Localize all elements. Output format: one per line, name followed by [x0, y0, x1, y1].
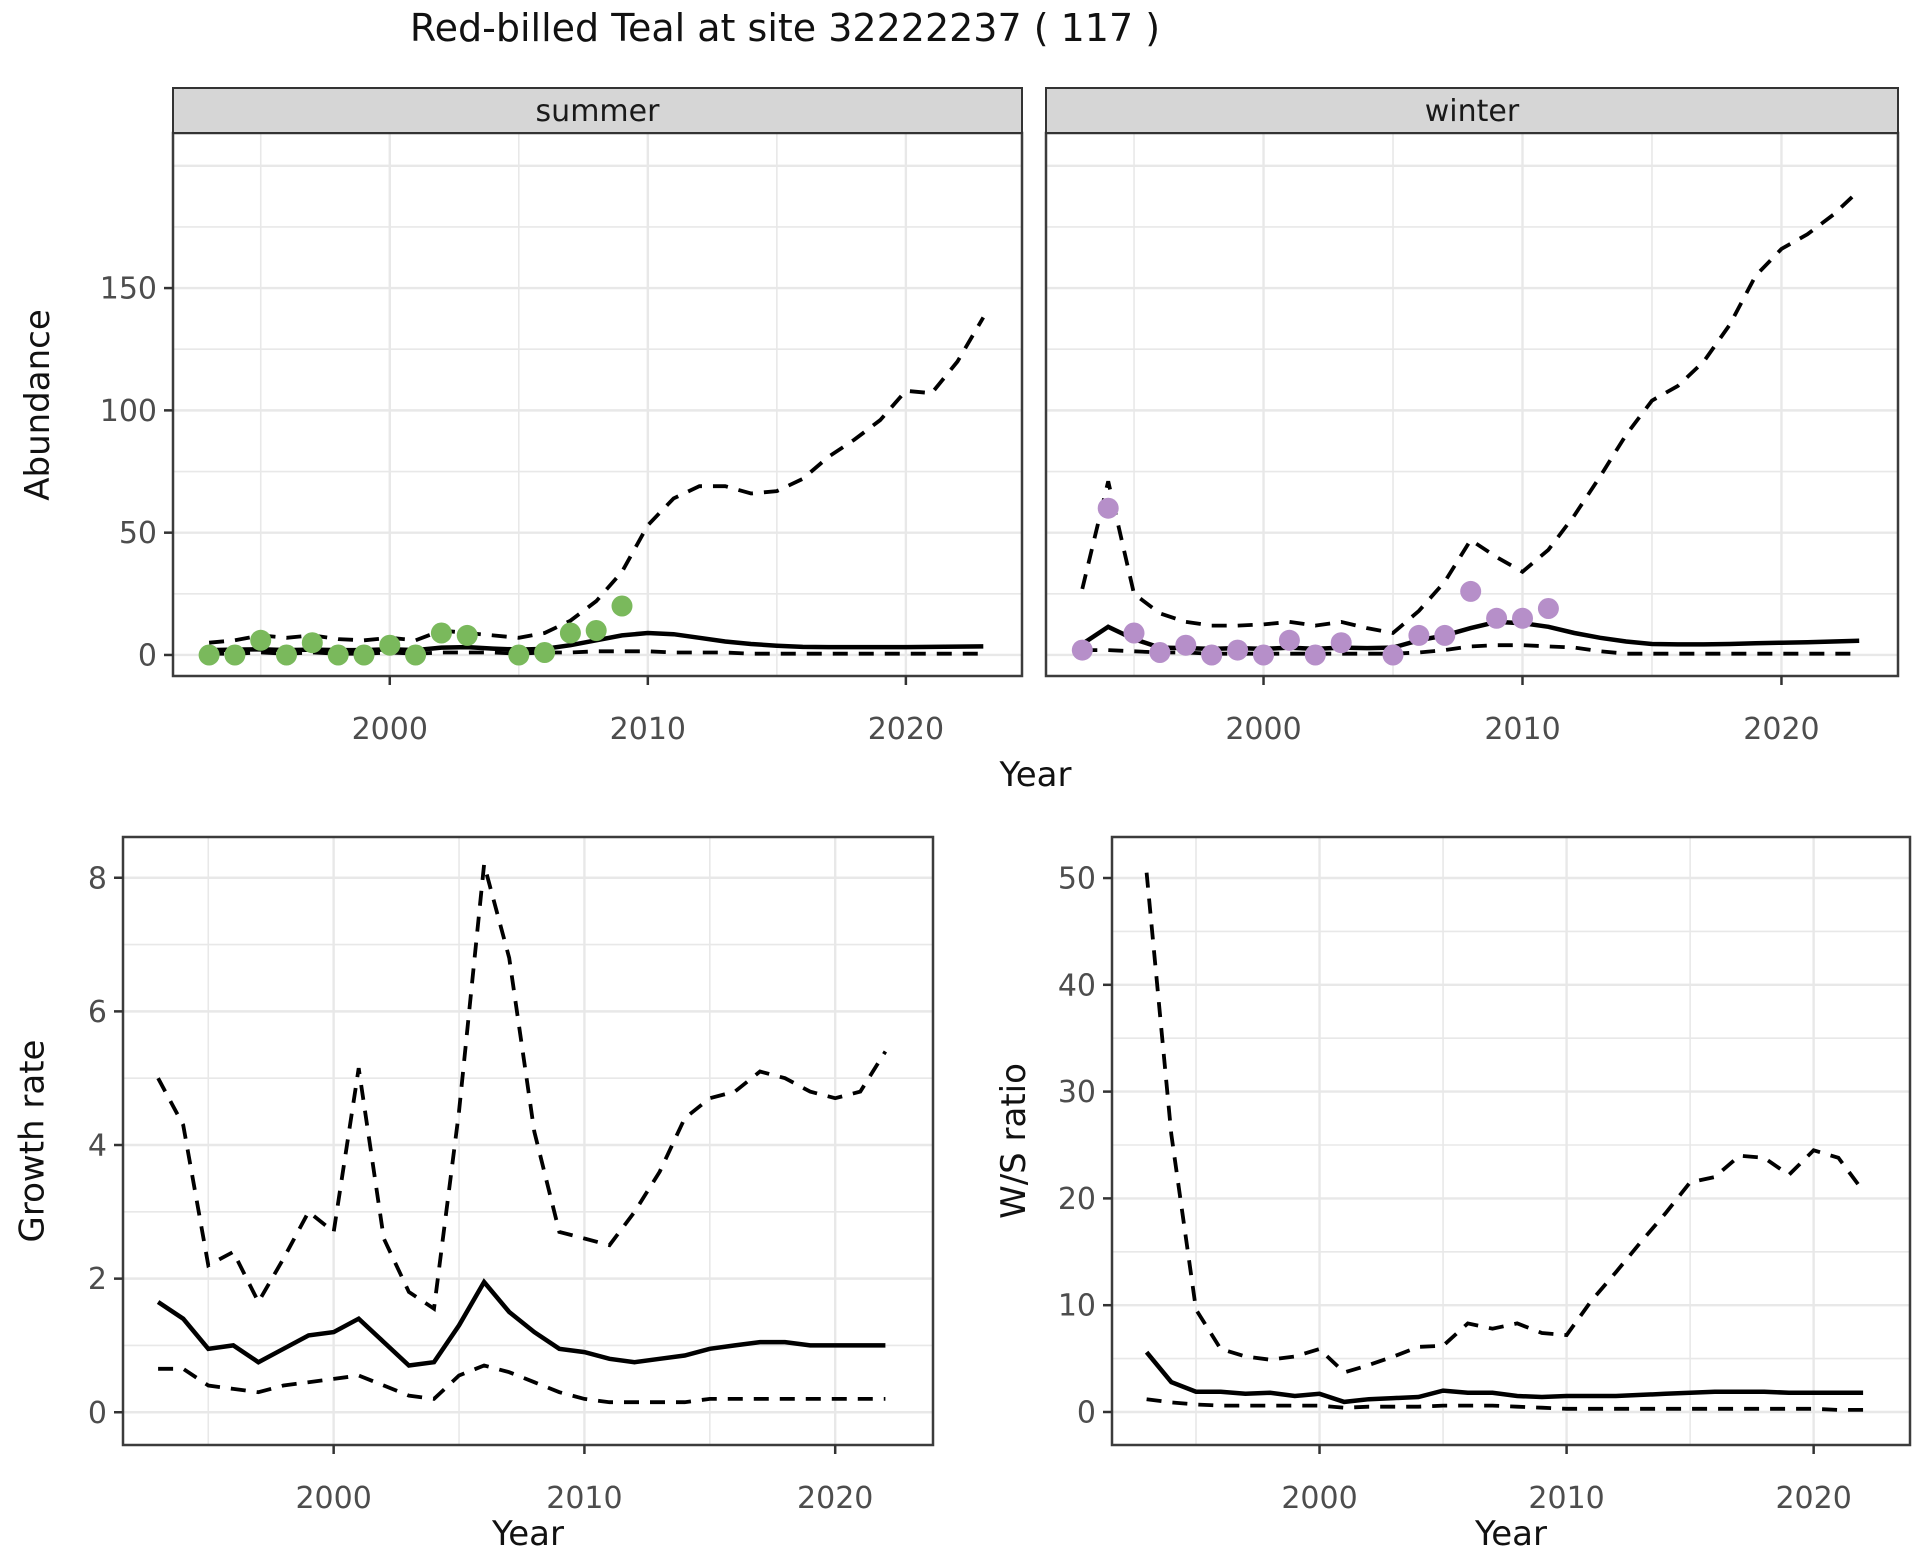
data-point	[559, 622, 581, 644]
data-point	[1227, 639, 1249, 661]
gridlines-abundance_winter	[1046, 133, 1898, 676]
gridlines-growth_rate	[123, 837, 933, 1445]
data-point	[456, 624, 478, 646]
y-axis-title-growth: Growth rate	[12, 1039, 52, 1243]
series-ws_ratio-ws_mean	[1144, 1350, 1864, 1405]
x-tick-label: 2020	[797, 1481, 873, 1516]
y-tick-label: 50	[1058, 862, 1096, 897]
panel-abundance_summer: summer 2000 2010 2020 0 50 100 150	[100, 87, 1024, 747]
panel-ws_ratio: 2000 2010 2020 0 10 20 30 40 50	[1058, 835, 1912, 1516]
figure-title: Red-billed Teal at site 32222237 ( 117 )	[409, 6, 1161, 50]
y-tick-label: 100	[100, 394, 157, 429]
x-tick-label: 2000	[1225, 712, 1301, 747]
points-observed_counts_summer	[198, 595, 633, 666]
data-point	[1278, 629, 1300, 651]
data-point	[1537, 598, 1559, 619]
data-point	[198, 644, 220, 666]
data-point	[585, 620, 607, 641]
y-tick-label: 6	[88, 995, 107, 1030]
points-observed_counts_winter	[1071, 497, 1559, 666]
y-tick-label: 150	[100, 272, 157, 307]
y-tick-label: 2	[88, 1262, 107, 1297]
data-point	[1304, 644, 1326, 666]
panel-abundance_winter: winter 2000 2010 2020	[1044, 87, 1900, 747]
x-tick-label: 2010	[610, 712, 686, 747]
data-point	[1330, 632, 1352, 654]
data-point	[1123, 622, 1145, 644]
x-tick-label: 2000	[352, 712, 428, 747]
data-point	[1253, 644, 1274, 666]
y-axis-title-ws: W/S ratio	[994, 1063, 1035, 1219]
y-tick-label: 4	[88, 1129, 107, 1164]
x-tick-label: 2020	[1743, 712, 1819, 747]
facet-strip-label: winter	[1425, 94, 1520, 129]
y-axis-title-abundance: Abundance	[18, 308, 59, 501]
data-point	[276, 644, 297, 666]
x-tick-label: 2010	[1528, 1481, 1604, 1516]
gridlines-abundance_summer	[173, 133, 1022, 676]
facet-strip-winter	[1045, 87, 1899, 134]
y-tick-label: 0	[1077, 1395, 1096, 1430]
y-tick-label: 20	[1058, 1182, 1096, 1217]
data-point	[534, 642, 556, 663]
data-point	[1486, 607, 1508, 629]
gridlines-ws_ratio	[1112, 837, 1910, 1445]
data-point	[301, 632, 323, 654]
x-tick-label: 2020	[868, 712, 944, 747]
data-point	[1201, 644, 1223, 666]
x-axis-title-top: Year	[999, 755, 1072, 795]
data-point	[508, 644, 530, 666]
facet-strip-summer	[172, 87, 1023, 134]
series-abundance_summer-ci_upper	[208, 316, 985, 645]
x-tick-label: 2010	[1484, 712, 1560, 747]
facet-strip-label: summer	[536, 94, 661, 129]
x-axis-title-ws: Year	[1475, 1514, 1547, 1554]
data-point	[405, 644, 427, 666]
panel-growth_rate: 2000 2010 2020 0 2 4 6 8	[88, 835, 935, 1516]
y-tick-label: 0	[88, 1396, 107, 1431]
x-tick-label: 2000	[295, 1481, 371, 1516]
data-point	[1071, 639, 1093, 661]
y-tick-label: 10	[1058, 1289, 1096, 1324]
data-point	[430, 622, 452, 644]
y-tick-label: 0	[138, 638, 157, 673]
x-tick-label: 2000	[1281, 1481, 1357, 1516]
data-point	[1408, 624, 1430, 646]
series-growth_rate-growth_upper	[156, 863, 888, 1312]
x-tick-label: 2020	[1775, 1481, 1851, 1516]
data-point	[1460, 580, 1482, 602]
data-point	[327, 644, 349, 666]
x-axis-title-growth: Year	[492, 1514, 564, 1554]
data-point	[611, 595, 633, 617]
data-point	[1382, 644, 1404, 666]
data-point	[379, 634, 401, 656]
data-point	[1097, 497, 1119, 519]
y-tick-label: 50	[119, 516, 157, 551]
y-tick-label: 8	[88, 861, 107, 896]
data-point	[353, 644, 375, 666]
series-ws_ratio-ws_upper	[1144, 872, 1865, 1375]
y-tick-label: 40	[1058, 968, 1096, 1003]
data-point	[1512, 607, 1533, 629]
series-growth_rate-growth_mean	[156, 1278, 886, 1368]
data-point	[224, 644, 246, 666]
data-point	[1434, 624, 1456, 646]
data-point	[1149, 642, 1171, 663]
y-tick-label: 30	[1058, 1075, 1096, 1110]
x-tick-label: 2010	[546, 1481, 622, 1516]
data-point	[250, 629, 272, 651]
series-growth_rate-growth_lower	[158, 1363, 886, 1405]
data-point	[1175, 634, 1197, 656]
